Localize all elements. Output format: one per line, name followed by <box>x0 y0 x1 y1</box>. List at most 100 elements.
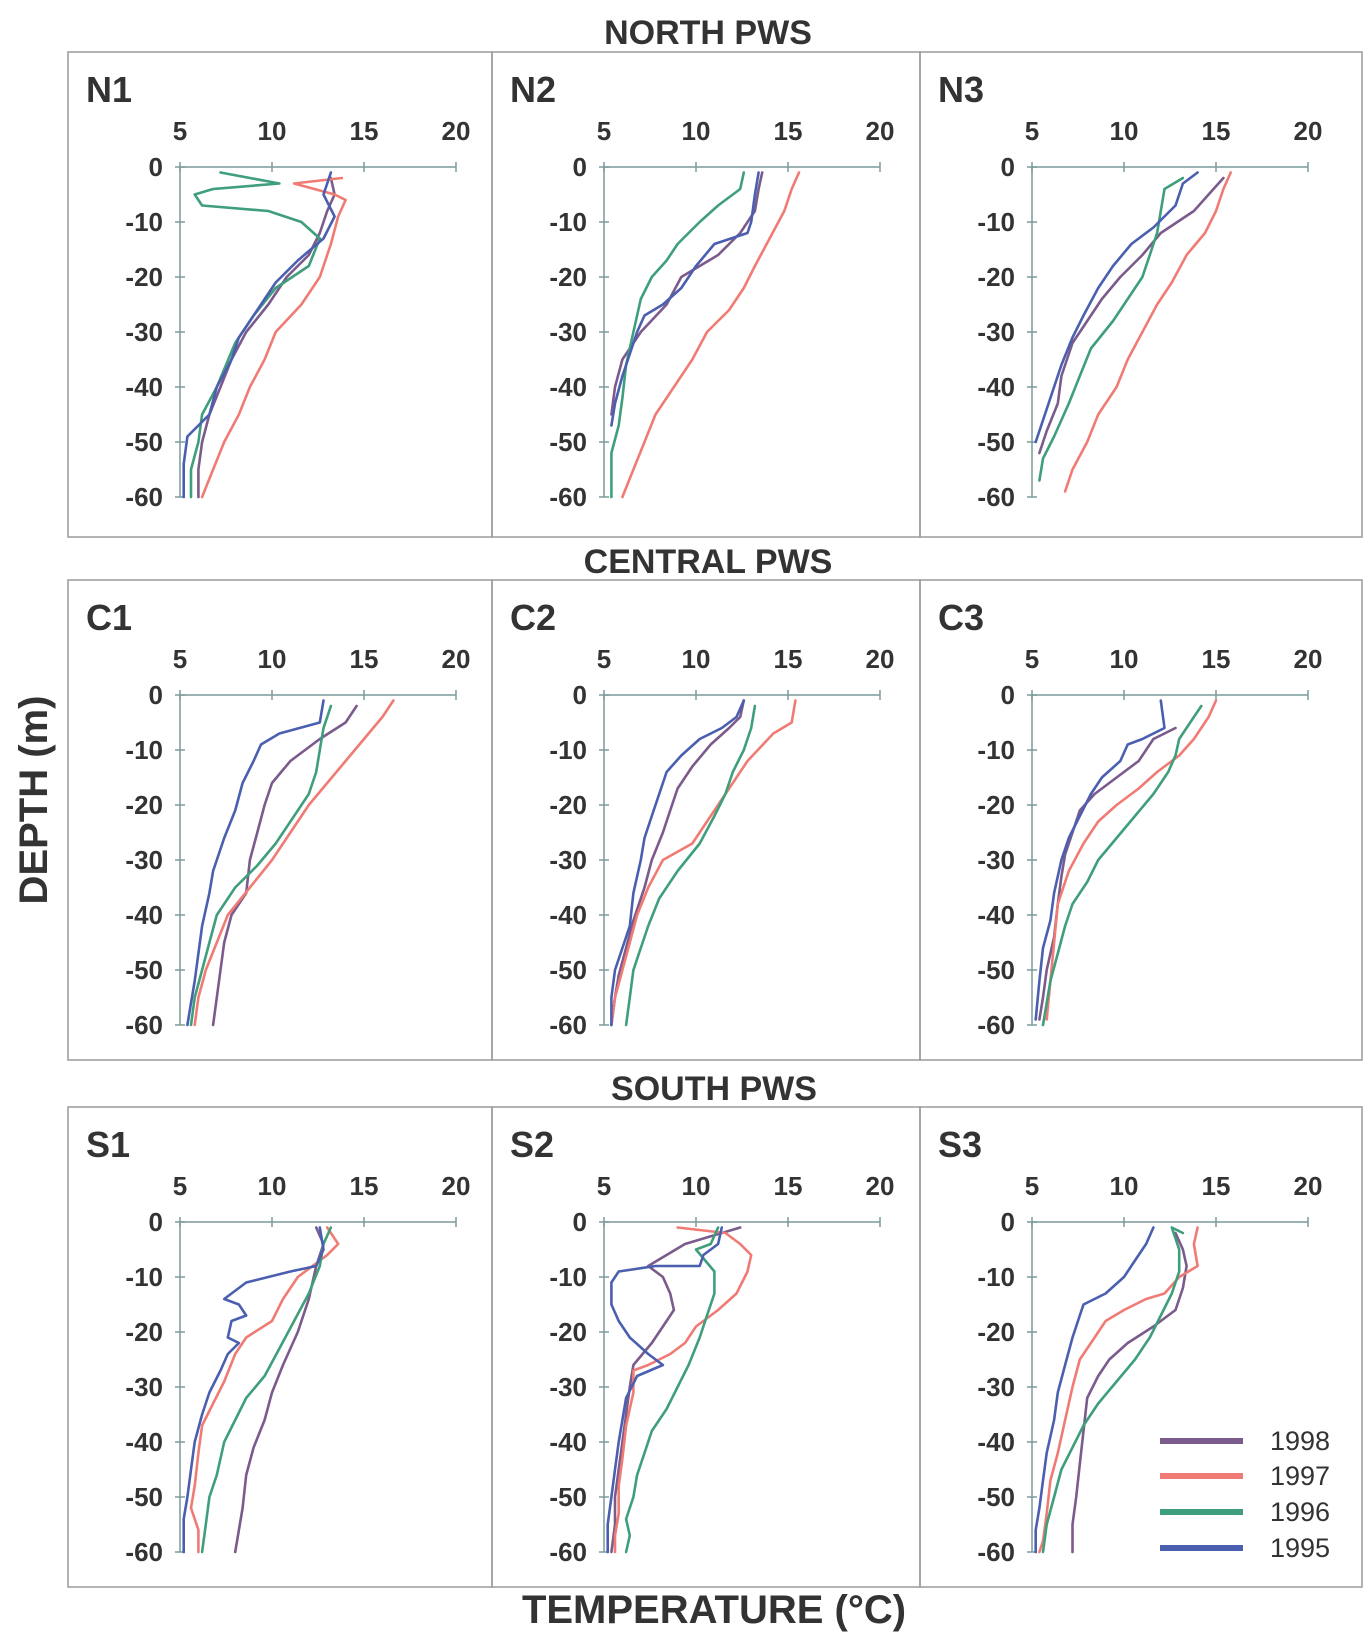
series-line-1997 <box>621 171 801 499</box>
x-tick-label: 5 <box>173 644 187 674</box>
panel-label-c1: C1 <box>86 597 132 638</box>
panel-n1: N1 5 10 15 20 0 -10 -20 -30 -40 -50 -60 <box>67 51 493 538</box>
series-line-1995 <box>182 171 336 499</box>
series-line-1998 <box>1038 176 1225 455</box>
y-tick-label: -50 <box>125 1482 163 1512</box>
x-tick-label: 10 <box>1110 1171 1139 1201</box>
series-line-1995 <box>1034 699 1166 1021</box>
panel-label-s3: S3 <box>938 1124 982 1165</box>
series-line-1995 <box>186 699 325 1027</box>
x-tick-label: 20 <box>1294 116 1323 146</box>
y-tick-label: -10 <box>125 207 163 237</box>
y-tick-label: 0 <box>1001 680 1015 710</box>
y-tick-label: -60 <box>977 1537 1015 1567</box>
panel-label-n1: N1 <box>86 69 132 110</box>
y-tick-label: -50 <box>549 1482 587 1512</box>
panel-s3: S3 5 10 15 20 0 -10 -20 -30 -40 -50 -60 <box>919 1106 1363 1588</box>
y-tick-label: -40 <box>125 900 163 930</box>
legend-label-1995: 1995 <box>1270 1533 1330 1563</box>
x-tick-label: 10 <box>682 1171 711 1201</box>
series-line-1995 <box>610 171 760 427</box>
y-tick-label: -30 <box>977 1372 1015 1402</box>
y-tick-label: -10 <box>977 735 1015 765</box>
series-line-1998 <box>610 699 746 1027</box>
panel-c2: C2 5 10 15 20 0 -10 -20 -30 -40 -50 -60 <box>491 579 921 1061</box>
y-tick-label: -20 <box>977 790 1015 820</box>
y-tick-label: -60 <box>125 1010 163 1040</box>
x-tick-label: 5 <box>1025 644 1039 674</box>
y-tick-label: -40 <box>125 372 163 402</box>
region-title-north: NORTH PWS <box>604 14 812 52</box>
y-tick-label: -50 <box>977 955 1015 985</box>
y-tick-label: -30 <box>125 845 163 875</box>
y-tick-label: -20 <box>977 1317 1015 1347</box>
y-tick-label: -20 <box>125 1317 163 1347</box>
y-tick-label: 0 <box>1001 1207 1015 1237</box>
y-tick-label: -60 <box>977 1010 1015 1040</box>
x-tick-label: 20 <box>442 116 471 146</box>
legend-label-1998: 1998 <box>1270 1426 1330 1456</box>
y-tick-label: -30 <box>977 845 1015 875</box>
x-tick-label: 15 <box>774 116 803 146</box>
panel-frame <box>919 579 1363 1061</box>
y-tick-label: 0 <box>149 152 163 182</box>
series-line-1996 <box>200 1226 333 1554</box>
x-tick-label: 10 <box>258 116 287 146</box>
series-line-1997 <box>610 699 797 1027</box>
series-line-1997 <box>193 699 395 1027</box>
y-tick-label: -20 <box>549 790 587 820</box>
y-tick-label: -20 <box>549 262 587 292</box>
panel-s2: S2 5 10 15 20 0 -10 -20 -30 -40 -50 -60 <box>491 1106 921 1588</box>
legend: 1998 1997 1996 1995 <box>1160 1426 1330 1563</box>
series-line-1998 <box>610 171 764 416</box>
y-tick-label: -60 <box>125 482 163 512</box>
x-tick-label: 5 <box>173 116 187 146</box>
y-tick-label: -60 <box>549 1537 587 1567</box>
series-line-1998 <box>1038 726 1177 1021</box>
x-axis-title: TEMPERATURE (°C) <box>522 1588 906 1632</box>
panel-label-s2: S2 <box>510 1124 554 1165</box>
x-tick-label: 15 <box>350 644 379 674</box>
y-tick-label: -40 <box>977 900 1015 930</box>
x-tick-label: 10 <box>258 644 287 674</box>
region-title-south: SOUTH PWS <box>611 1070 817 1108</box>
x-tick-label: 10 <box>682 116 711 146</box>
x-tick-label: 20 <box>866 1171 895 1201</box>
x-tick-label: 10 <box>258 1171 287 1201</box>
x-tick-label: 5 <box>597 116 611 146</box>
panel-label-c2: C2 <box>510 597 556 638</box>
panel-label-s1: S1 <box>86 1124 130 1165</box>
series-line-1995 <box>1034 1226 1155 1554</box>
x-tick-label: 15 <box>1202 1171 1231 1201</box>
x-tick-label: 5 <box>597 644 611 674</box>
y-tick-label: 0 <box>573 152 587 182</box>
x-tick-label: 20 <box>442 1171 471 1201</box>
x-tick-label: 20 <box>866 116 895 146</box>
series-line-1996 <box>1038 176 1185 482</box>
x-tick-label: 10 <box>1110 116 1139 146</box>
y-tick-label: -30 <box>549 317 587 347</box>
y-tick-label: -50 <box>125 427 163 457</box>
y-tick-label: 0 <box>149 680 163 710</box>
y-tick-label: -60 <box>977 482 1015 512</box>
x-tick-label: 15 <box>774 1171 803 1201</box>
y-tick-label: 0 <box>573 1207 587 1237</box>
y-tick-label: -40 <box>977 1427 1015 1457</box>
series-line-1996 <box>610 171 746 499</box>
series-line-1997 <box>1045 699 1218 1021</box>
x-tick-label: 5 <box>597 1171 611 1201</box>
y-tick-label: -10 <box>549 207 587 237</box>
panel-n3: N3 5 10 15 20 0 -10 -20 -30 -40 -50 -60 <box>919 51 1363 538</box>
y-tick-label: 0 <box>149 1207 163 1237</box>
series-line-1996 <box>624 1226 720 1554</box>
x-tick-label: 10 <box>1110 644 1139 674</box>
x-tick-label: 20 <box>1294 1171 1323 1201</box>
panel-label-c3: C3 <box>938 597 984 638</box>
series-line-1996 <box>189 704 333 1027</box>
x-tick-label: 15 <box>774 644 803 674</box>
panel-label-n3: N3 <box>938 69 984 110</box>
y-tick-label: -60 <box>549 482 587 512</box>
y-tick-label: -10 <box>125 1262 163 1292</box>
